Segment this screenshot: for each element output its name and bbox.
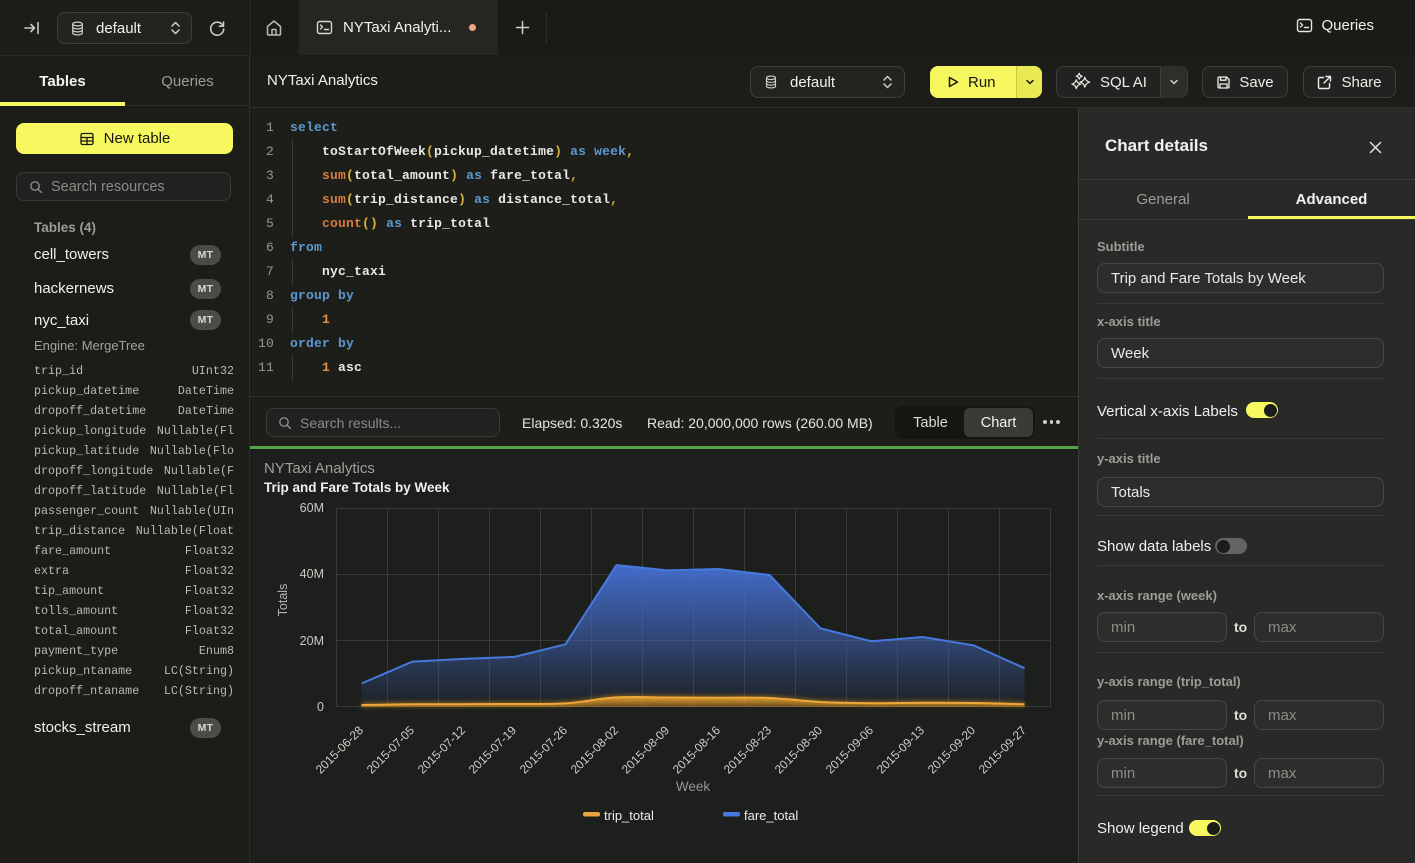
svg-text:fare_total: fare_total bbox=[744, 808, 798, 823]
svg-text:40M: 40M bbox=[300, 567, 324, 581]
svg-text:2015-06-28: 2015-06-28 bbox=[313, 723, 367, 777]
svg-text:60M: 60M bbox=[300, 501, 324, 515]
svg-text:2015-09-13: 2015-09-13 bbox=[874, 723, 928, 777]
svg-text:2015-08-23: 2015-08-23 bbox=[721, 723, 775, 777]
svg-text:0: 0 bbox=[317, 700, 324, 714]
svg-text:2015-09-20: 2015-09-20 bbox=[925, 723, 979, 777]
svg-text:Week: Week bbox=[676, 779, 711, 794]
svg-text:2015-07-12: 2015-07-12 bbox=[415, 723, 469, 777]
svg-text:2015-09-27: 2015-09-27 bbox=[976, 723, 1030, 777]
svg-text:2015-07-05: 2015-07-05 bbox=[364, 723, 418, 777]
svg-text:2015-08-16: 2015-08-16 bbox=[670, 723, 724, 777]
svg-text:trip_total: trip_total bbox=[604, 808, 654, 823]
svg-text:2015-07-26: 2015-07-26 bbox=[517, 723, 571, 777]
svg-text:2015-07-19: 2015-07-19 bbox=[466, 723, 520, 777]
svg-text:2015-09-06: 2015-09-06 bbox=[823, 723, 877, 777]
svg-text:2015-08-02: 2015-08-02 bbox=[568, 723, 622, 777]
svg-text:2015-08-30: 2015-08-30 bbox=[772, 723, 826, 777]
svg-text:20M: 20M bbox=[300, 634, 324, 648]
svg-text:Totals: Totals bbox=[276, 584, 290, 617]
svg-text:2015-08-09: 2015-08-09 bbox=[619, 723, 673, 777]
